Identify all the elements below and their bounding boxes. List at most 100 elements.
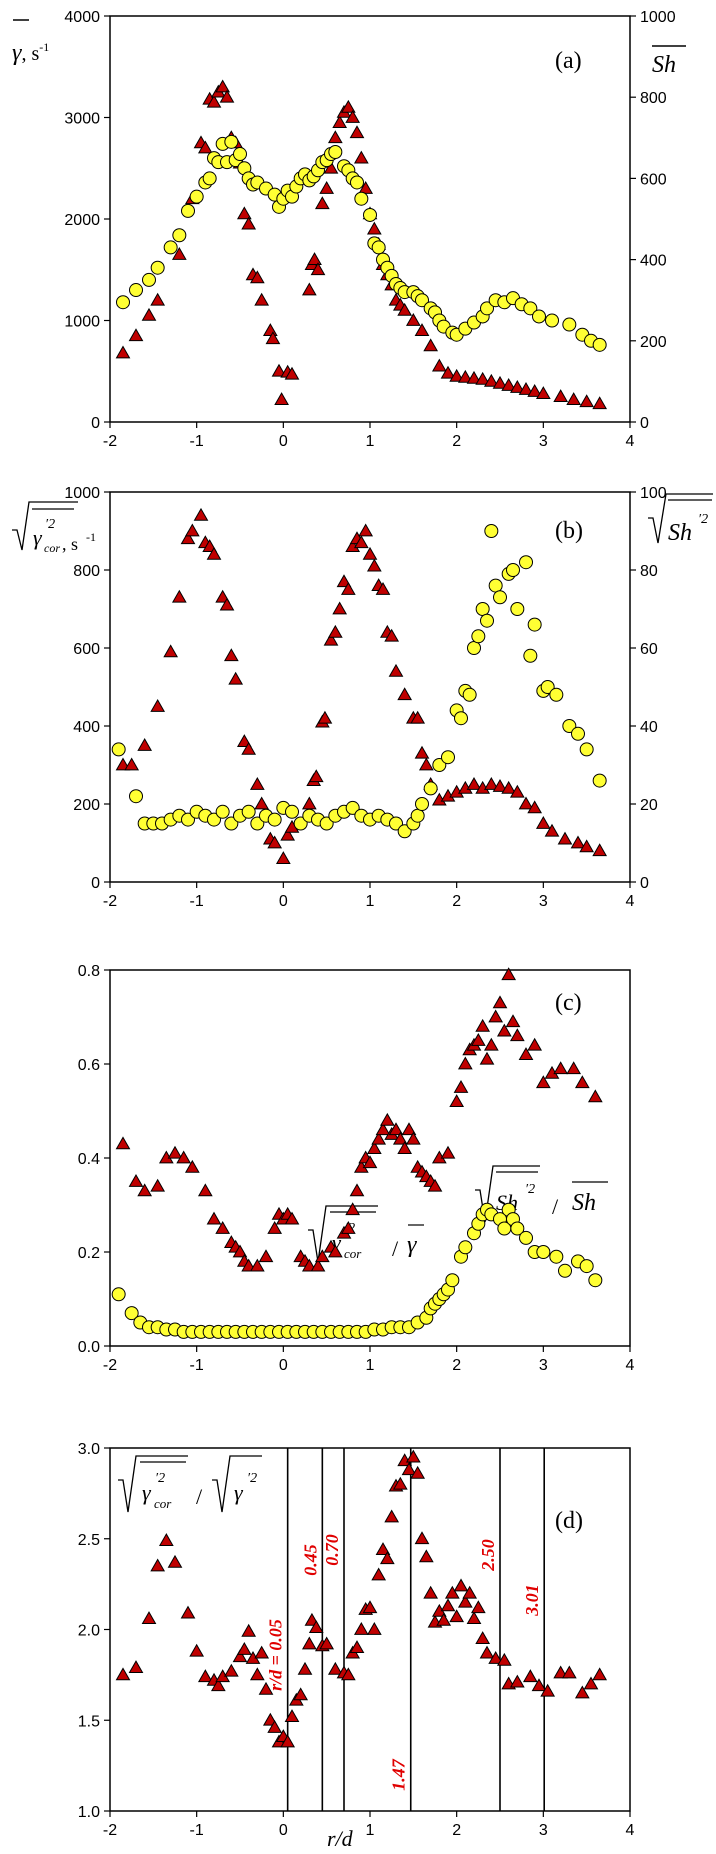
data-point-triangle [284,1709,300,1722]
panel-label-c: (c) [555,990,582,1016]
data-point-triangle [466,776,482,790]
data-point-triangle [358,523,374,537]
data-point-triangle [366,558,382,572]
data-point-circle [142,272,156,287]
data-point-circle [111,742,126,757]
data-point-triangle [414,1531,430,1545]
x-tick-label-c: 4 [626,1357,635,1374]
data-point-circle [536,1245,551,1259]
y2-tick-label-b: 40 [640,719,658,736]
reference-line-label: r/d = 0.05 [266,1619,286,1691]
data-point-triangle [241,216,257,230]
data-point-circle [545,313,559,328]
data-point-circle [475,602,490,616]
data-point-circle [462,687,477,702]
data-point-circle [549,1249,564,1264]
data-point-triangle [570,835,586,849]
data-point-circle [588,1273,603,1288]
data-point-triangle [345,1202,361,1216]
data-point-triangle [336,574,352,588]
data-point-circle [285,804,299,819]
data-point-triangle [275,851,291,864]
data-point-triangle [319,1636,335,1650]
data-point-triangle [470,1600,486,1614]
data-point-triangle [223,648,239,662]
data-point-triangle [457,1056,473,1070]
data-point-triangle [479,1051,495,1065]
data-point-triangle [236,734,252,747]
data-point-triangle [163,644,179,658]
panel-d: (d) γ ′2 cor / γ ′2 r/d -2 -1 0 1 2 3 4 1.0 1.5 2… [78,1441,635,1851]
data-point-triangle [236,206,252,220]
data-point-triangle [492,995,508,1009]
svg-text:/: / [196,1484,203,1509]
data-point-circle [523,648,538,663]
data-point-triangle [561,1665,577,1679]
data-point-triangle [423,1585,439,1599]
x-tick-label-b: -2 [103,893,117,910]
x-tick-label-c: 2 [452,1357,461,1374]
plot-frame-d [109,1447,631,1812]
data-point-triangle [488,1651,504,1664]
data-point-triangle [384,1509,400,1523]
y-tick-label-d: 2.0 [78,1623,100,1640]
data-point-triangle [475,371,491,385]
y-tick-label-b: 1000 [64,485,100,502]
y2label-a: Sh [652,52,676,78]
data-point-triangle [410,1465,426,1479]
data-point-triangle [219,597,235,611]
data-point-triangle [475,1018,491,1032]
data-point-triangle [267,835,283,849]
x-tick-label-d: -2 [103,1822,117,1839]
data-point-circle [471,629,486,644]
x-tick-label-b: 0 [279,893,288,910]
data-point-triangle [449,1094,465,1107]
data-point-triangle [267,1720,283,1733]
data-point-circle [454,711,468,726]
data-point-triangle [197,1183,213,1197]
data-point-triangle [314,196,330,210]
data-point-triangle [184,523,200,537]
data-point-circle [189,189,204,204]
y-tick-label-c: 0.6 [78,1057,100,1074]
data-point-triangle [206,1211,222,1225]
data-point-triangle [167,1554,183,1568]
y-tick-label-c: 0.8 [78,963,100,980]
data-point-triangle [579,394,595,408]
data-point-triangle [137,1183,153,1197]
data-point-triangle [254,1645,270,1659]
data-point-triangle [310,1258,326,1272]
y-tick-label-d: 1.0 [78,1804,100,1821]
svg-text:, s: , s [62,534,78,554]
data-point-triangle [557,831,573,845]
y-tick-label-b: 600 [73,641,100,658]
data-point-triangle [440,1145,456,1159]
x-tick-label-d: 4 [626,1822,635,1839]
data-point-triangle [427,1178,443,1192]
data-point-circle [579,742,594,757]
data-point-circle [415,293,429,308]
data-point-triangle [241,1623,257,1637]
y-tick-label-a: 4000 [64,9,100,26]
data-point-triangle [483,776,499,790]
reference-line-label: 0.45 [300,1544,320,1576]
data-point-triangle [319,181,335,194]
data-point-circle [241,804,256,819]
data-point-triangle [362,1600,378,1614]
data-point-triangle [254,796,270,810]
svg-text:cor: cor [154,1496,172,1511]
data-point-triangle [362,1155,378,1169]
data-point-circle [467,641,481,655]
data-point-circle [319,816,334,831]
data-point-triangle [362,546,378,560]
data-point-triangle [150,698,166,712]
data-point-triangle [414,323,430,337]
data-point-triangle [375,1122,391,1136]
svg-text:/: / [392,1236,399,1261]
data-point-triangle [258,1249,274,1263]
x-tick-label-b: 3 [539,893,548,910]
data-point-triangle [340,581,356,595]
data-point-circle [163,240,178,255]
data-point-triangle [509,1028,525,1042]
data-point-triangle [375,1542,391,1556]
